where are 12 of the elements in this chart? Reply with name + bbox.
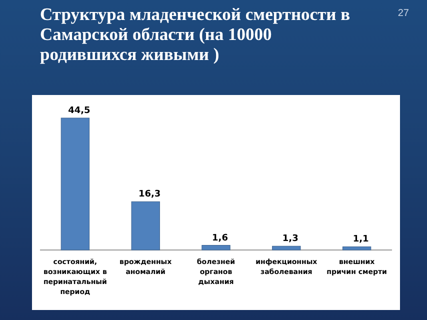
data-label: 44,5 [68, 106, 90, 116]
bar [202, 245, 230, 250]
data-label: 1,1 [352, 234, 369, 245]
data-label: 1,3 [282, 234, 298, 244]
data-label: 1,6 [212, 233, 228, 244]
bar [60, 118, 90, 250]
bar [342, 246, 372, 250]
data-label: 16,3 [138, 190, 161, 200]
text: 27 [398, 8, 409, 19]
bar [272, 246, 301, 250]
chart-title: Структура младенческой смертности в Самарской области (на 10000 родившихся живыми ) [40, 4, 352, 64]
bar [131, 201, 160, 250]
